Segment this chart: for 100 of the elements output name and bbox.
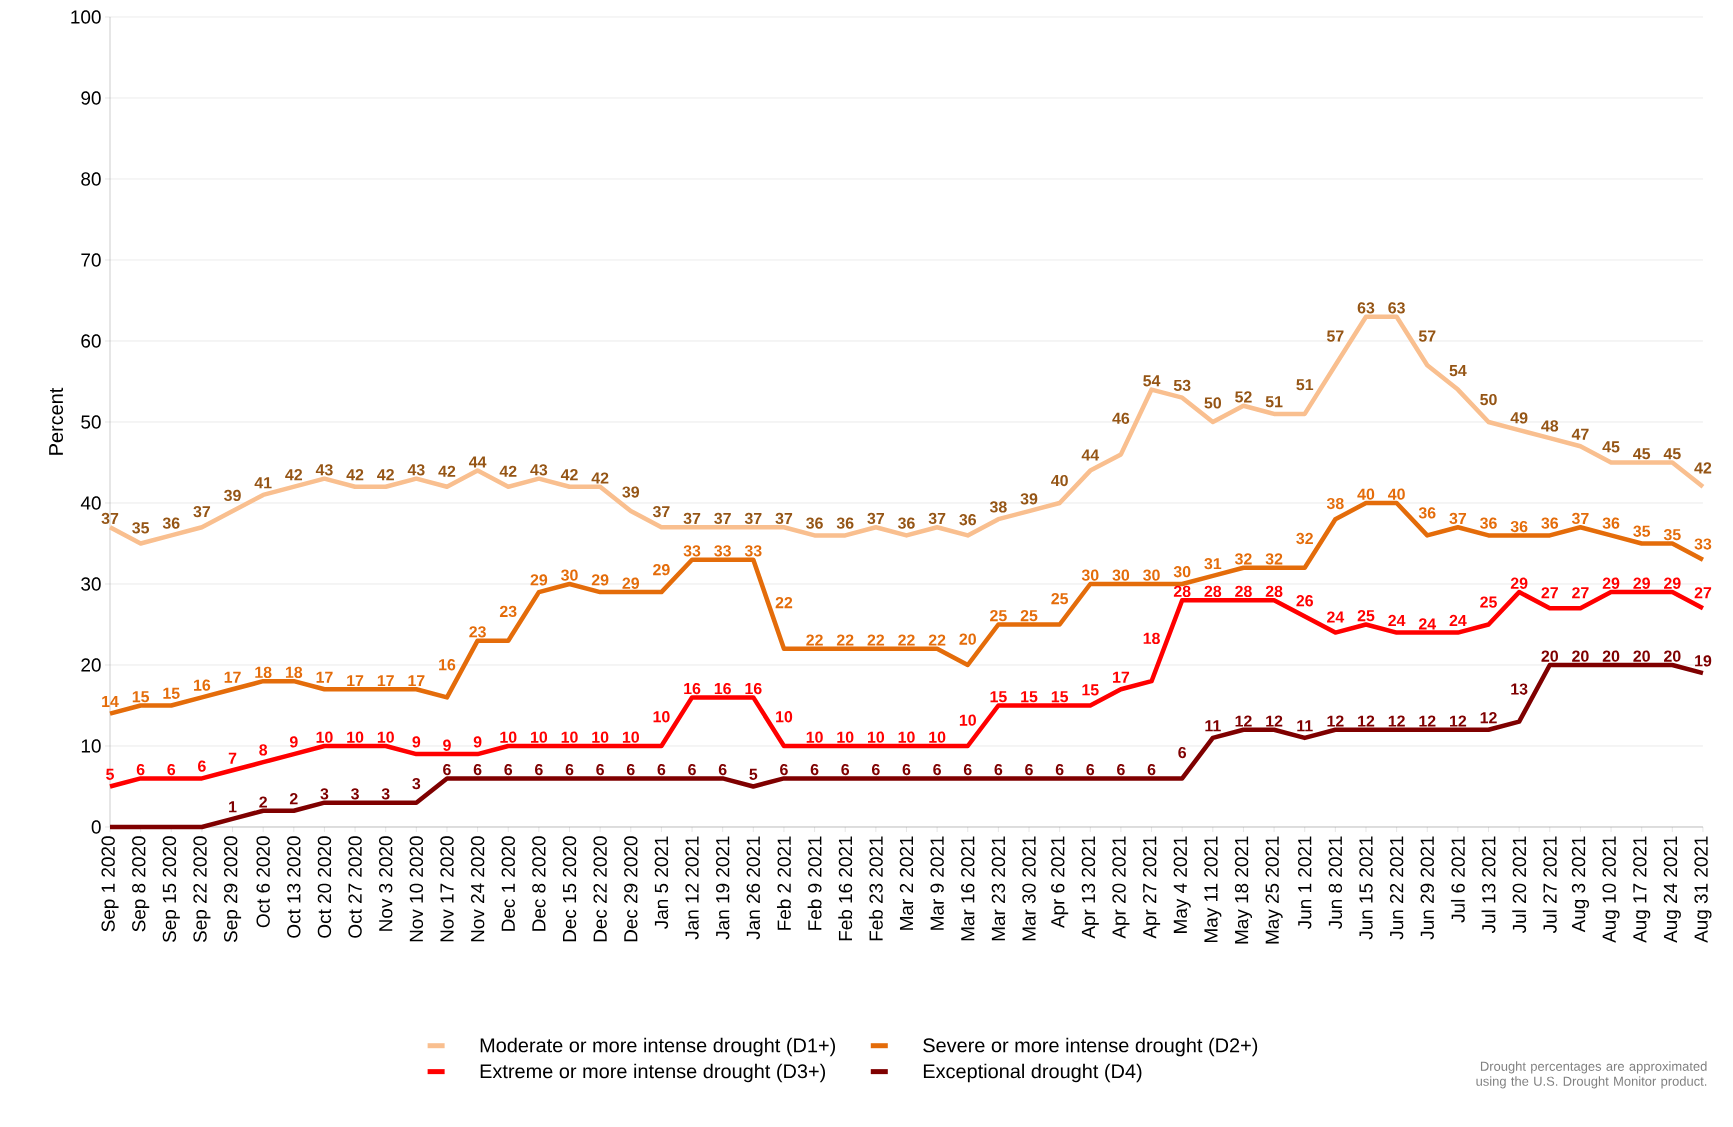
x-tick-label: Mar 9 2021 [930, 836, 944, 930]
data-label: 6 [504, 763, 513, 776]
data-label: 10 [561, 731, 578, 743]
data-label: 42 [1694, 462, 1712, 474]
x-tick-label: Oct 20 2020 [317, 836, 332, 938]
x-tick-label: Jul 6 2021 [1450, 836, 1465, 923]
data-label: 33 [744, 545, 762, 557]
data-label: 63 [1388, 302, 1405, 314]
x-tick-label: Nov 3 2020 [379, 836, 393, 931]
data-label: 22 [836, 634, 854, 646]
data-label: 51 [1265, 396, 1283, 408]
y-tick-label: 70 [81, 253, 101, 267]
data-label: 36 [1480, 517, 1497, 529]
data-label: 16 [439, 659, 456, 671]
data-label: 18 [255, 666, 272, 678]
data-label: 42 [346, 469, 364, 481]
data-label: 15 [132, 691, 150, 703]
data-label: 8 [259, 744, 268, 756]
x-tick-label: Sep 8 2020 [132, 836, 150, 932]
data-label: 29 [1633, 577, 1650, 589]
y-tick-label: 40 [80, 496, 101, 510]
data-label: 18 [285, 666, 303, 678]
data-label: 36 [806, 517, 823, 529]
data-label: 6 [1086, 763, 1095, 776]
y-tick-label: 30 [81, 577, 101, 591]
data-label: 18 [1143, 632, 1160, 644]
data-label: 35 [1663, 528, 1681, 541]
data-label: 44 [468, 456, 487, 468]
data-label: 36 [1510, 520, 1528, 533]
data-label: 10 [806, 731, 823, 743]
data-label: 32 [1296, 532, 1313, 545]
x-tick-label: May 25 2021 [1265, 836, 1283, 944]
data-label: 36 [162, 517, 180, 529]
data-label: 3 [412, 777, 421, 790]
x-tick-label: Feb 2 2021 [776, 836, 791, 930]
x-tick-label: Oct 27 2020 [348, 836, 362, 938]
data-label: 6 [963, 763, 972, 776]
data-label: 10 [653, 711, 670, 723]
data-label: 29 [1664, 577, 1681, 589]
data-label: 15 [163, 687, 180, 699]
x-tick-label: Oct 13 2020 [287, 836, 301, 938]
data-label: 54 [1449, 365, 1467, 377]
x-tick-label: Nov 17 2020 [440, 836, 454, 942]
data-label: 11 [1297, 720, 1313, 732]
y-tick-label: 20 [81, 658, 101, 672]
data-label: 20 [1633, 650, 1650, 662]
y-axis-title: Percent [49, 387, 64, 455]
data-label: 28 [1265, 585, 1283, 597]
data-label: 22 [867, 634, 885, 646]
data-label: 39 [622, 486, 640, 498]
data-label: 16 [714, 682, 731, 695]
data-label: 12 [1327, 715, 1344, 727]
x-tick-label: Mar 23 2021 [991, 836, 1006, 941]
data-label: 42 [591, 472, 609, 484]
data-label: 6 [994, 763, 1003, 776]
legend-label: Severe or more intense drought (D2+) [923, 1037, 1258, 1057]
data-label: 9 [412, 736, 421, 748]
data-label: 15 [990, 691, 1007, 703]
data-label: 29 [530, 574, 548, 586]
x-tick-label: Apr 27 2021 [1142, 836, 1161, 939]
data-label: 12 [1266, 715, 1283, 727]
data-label: 14 [102, 696, 119, 707]
data-label: 46 [1112, 412, 1130, 424]
legend-label: Exceptional drought (D4) [923, 1063, 1142, 1083]
data-label: 22 [806, 634, 823, 646]
x-tick-label: Aug 10 2021 [1602, 836, 1620, 943]
data-label: 28 [1235, 585, 1252, 597]
data-label: 6 [780, 763, 788, 776]
data-label: 24 [1327, 611, 1345, 623]
x-tick-label: Jul 20 2021 [1512, 836, 1527, 934]
x-tick-label: Jun 1 2021 [1298, 836, 1312, 929]
data-label: 30 [1143, 569, 1160, 581]
data-label: 20 [1664, 650, 1681, 662]
data-label: 45 [1602, 441, 1620, 453]
x-tick-label: Apr 6 2021 [1051, 836, 1069, 929]
data-label: 29 [1602, 577, 1620, 589]
data-label: 38 [1326, 497, 1344, 510]
data-label: 29 [653, 564, 670, 576]
data-label: 6 [473, 763, 482, 776]
data-label: 40 [1357, 488, 1375, 500]
data-label: 12 [1235, 715, 1252, 727]
data-label: 6 [688, 763, 696, 776]
data-label: 23 [469, 626, 486, 638]
data-label: 53 [1173, 379, 1191, 392]
data-label: 19 [1695, 655, 1712, 667]
x-tick-label: Jun 22 2021 [1389, 836, 1404, 940]
data-label: 42 [560, 469, 578, 481]
y-tick-label: 10 [81, 739, 101, 753]
data-label: 6 [167, 763, 176, 776]
data-label: 22 [928, 634, 946, 646]
data-label: 45 [1663, 448, 1681, 460]
data-label: 15 [1021, 691, 1038, 703]
data-label: 50 [1480, 393, 1497, 406]
data-label: 29 [1510, 577, 1528, 589]
data-label: 48 [1541, 420, 1559, 432]
data-label: 24 [1449, 614, 1467, 626]
data-label: 6 [596, 763, 604, 776]
data-label: 22 [898, 634, 915, 646]
data-label: 45 [1633, 448, 1651, 460]
y-tick-label: 80 [81, 172, 101, 186]
